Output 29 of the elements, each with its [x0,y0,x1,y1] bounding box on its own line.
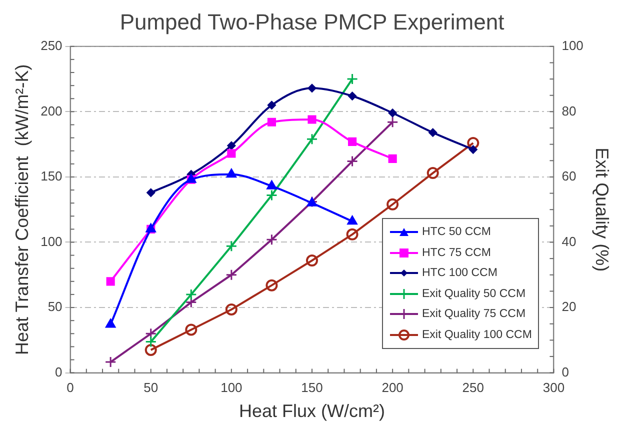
y-tick-label: 150 [40,168,62,184]
y2-tick-label: 40 [562,234,576,249]
y2-tick-label: 60 [562,168,576,184]
x-tick-label: 50 [144,380,158,396]
y-axis-title: Heat Transfer Coefficient (kW/m²-K) [12,64,32,355]
x-tick-label: 200 [382,380,404,396]
y2-tick-label: 0 [562,364,569,380]
legend-label: HTC 50 CCM [422,226,492,238]
x-axis-title: Heat Flux (W/cm²) [239,401,385,422]
legend-label: Exit Quality 100 CCM [422,328,532,341]
x-tick-label: 150 [301,380,323,396]
legend-label: Exit Quality 75 CCM [422,308,526,320]
y2-axis-title: Exit Quality (%) [592,148,612,272]
legend-label: Exit Quality 50 CCM [422,288,526,300]
y-tick-label: 100 [40,234,62,249]
x-tick-label: 100 [220,380,242,396]
chart-title: Pumped Two-Phase PMCP Experiment [120,9,504,34]
legend-label: HTC 100 CCM [422,267,498,280]
y-tick-label: 0 [55,364,62,380]
y-tick-label: 250 [40,38,62,53]
x-tick-label: 250 [462,380,484,396]
y2-tick-label: 80 [562,103,576,118]
x-tick-label: 300 [542,380,565,396]
y-tick-label: 50 [48,299,62,314]
y2-tick-label: 100 [562,38,584,53]
y-tick-label: 200 [40,103,62,118]
legend-label: HTC 75 CCM [422,246,492,259]
x-tick-label: 0 [66,380,74,396]
y2-tick-label: 20 [562,299,576,314]
